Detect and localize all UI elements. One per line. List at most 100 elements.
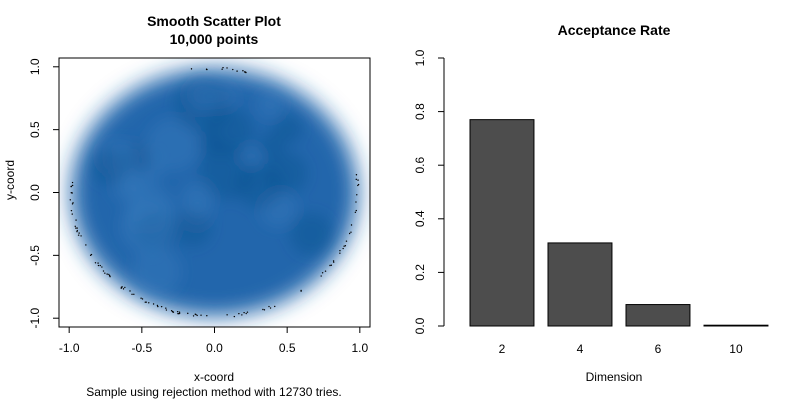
outlier-point [355, 201, 357, 203]
outlier-point [241, 314, 243, 316]
outlier-point [131, 293, 133, 296]
outlier-point [178, 311, 181, 313]
outlier-point [221, 68, 223, 70]
outlier-point [339, 250, 341, 252]
outlier-point [269, 307, 272, 309]
outlier-point [350, 231, 352, 233]
density-area [69, 66, 360, 318]
outlier-point [172, 311, 174, 313]
outlier-point [178, 312, 181, 314]
outlier-point [200, 314, 202, 316]
bar-y-tick-label: 0.4 [413, 210, 427, 227]
bar-y-tick-label: 1.0 [413, 49, 427, 66]
outlier-point [74, 225, 76, 228]
outlier-point [121, 286, 123, 288]
density-mottle [91, 77, 333, 297]
outlier-point [71, 203, 74, 205]
outlier-point [90, 253, 93, 256]
outlier-point [71, 181, 74, 184]
outlier-point [329, 264, 331, 267]
outlier-point [75, 219, 77, 221]
scatter-y-tick-label: 0.0 [28, 184, 42, 201]
outlier-point [233, 315, 236, 318]
outlier-point [245, 71, 247, 74]
outlier-point [345, 240, 348, 242]
scatter-x-axis: -1.0 -0.5 0.0 0.5 1.0 [59, 326, 368, 355]
outlier-point [357, 179, 359, 181]
outlier-point [141, 298, 144, 300]
outlier-point [190, 68, 193, 70]
bar-y-tick-label: 0.6 [413, 157, 427, 174]
outlier-point [246, 311, 249, 313]
outlier-point [226, 67, 228, 69]
outlier-point [124, 286, 126, 289]
outlier-point [342, 247, 344, 250]
outlier-point [152, 303, 155, 305]
outlier-point [122, 288, 125, 290]
outlier-point [97, 264, 100, 267]
density-blob [238, 144, 263, 169]
bar-y-axis: 0.0 0.2 0.4 0.6 0.8 1.0 [413, 49, 445, 334]
outlier-point [243, 71, 246, 73]
outlier-point [355, 178, 357, 181]
outlier-point [348, 232, 351, 235]
outlier-point [165, 309, 168, 311]
outlier-point [145, 301, 147, 303]
scatter-x-tick-label: 0.5 [279, 341, 296, 355]
outlier-point [69, 199, 71, 201]
outlier-point [129, 290, 131, 292]
outlier-point [70, 185, 72, 188]
outlier-point [97, 262, 99, 264]
outlier-point [343, 245, 345, 247]
outlier-point [133, 293, 135, 295]
scatter-x-tick-label: 0.0 [206, 341, 223, 355]
outlier-points [69, 66, 360, 318]
density-blob [186, 78, 220, 112]
outlier-point [232, 68, 234, 71]
density-blob [272, 114, 303, 144]
outlier-point [165, 307, 167, 309]
density-blob [131, 246, 182, 297]
scatter-title: Smooth Scatter Plot [147, 13, 281, 29]
outlier-point [355, 209, 357, 212]
outlier-point [101, 266, 103, 268]
outlier-point [176, 310, 179, 313]
outlier-point [75, 227, 77, 229]
density-blob [255, 90, 285, 120]
outlier-point [177, 312, 179, 315]
outlier-point [274, 305, 276, 308]
outlier-point [262, 308, 264, 311]
outlier-point [71, 213, 73, 215]
scatter-x-tick-label: 1.0 [351, 341, 368, 355]
outlier-point [71, 192, 73, 194]
outlier-point [339, 252, 341, 254]
scatter-y-label: y-coord [3, 160, 17, 200]
outlier-point [354, 211, 357, 214]
density-blob [91, 148, 129, 186]
bar [547, 242, 613, 327]
bar-x-labels: 2 4 6 10 [499, 342, 743, 356]
outlier-point [108, 273, 110, 276]
density-blob [237, 163, 283, 210]
outlier-point [160, 305, 163, 308]
outlier-point [99, 264, 101, 267]
bar-title: Acceptance Rate [558, 22, 671, 38]
outlier-point [192, 315, 195, 317]
scatter-y-tick-label: -1.0 [28, 308, 42, 329]
bar-x-tick-label: 6 [655, 342, 662, 356]
outlier-point [333, 261, 335, 263]
outlier-point [330, 264, 333, 266]
outlier-point [206, 68, 208, 71]
bar-y-tick-label: 0.2 [413, 264, 427, 281]
scatter-caption: Sample using rejection method with 12730… [86, 385, 341, 399]
bar-x-tick-label: 10 [729, 342, 743, 356]
bar-x-tick-label: 4 [577, 342, 584, 356]
outlier-point [332, 260, 335, 262]
outlier-point [85, 244, 87, 246]
outlier-point [104, 272, 106, 274]
outlier-point [76, 227, 78, 229]
outlier-point [187, 312, 189, 315]
outlier-point [350, 224, 353, 226]
outlier-point [206, 315, 208, 317]
